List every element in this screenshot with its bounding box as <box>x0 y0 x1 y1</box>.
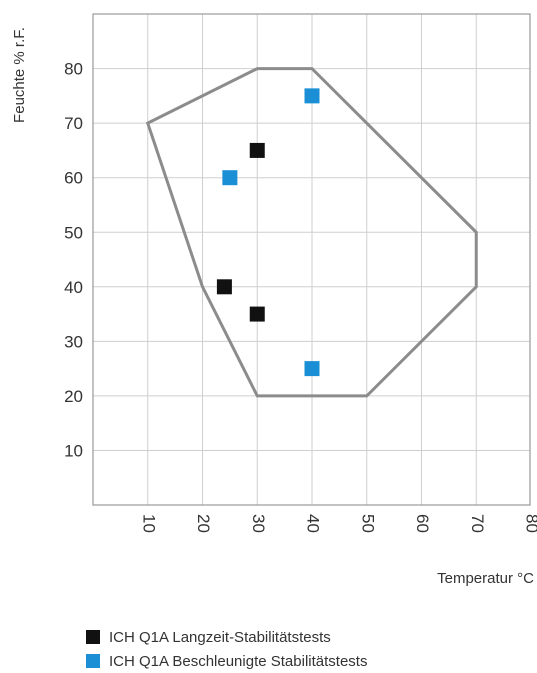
marker-beschleunigt <box>304 88 320 104</box>
legend: ICH Q1A Langzeit-Stabilitätstests ICH Q1… <box>86 625 367 673</box>
legend-label-beschleunigt: ICH Q1A Beschleunigte Stabilitätstests <box>109 652 368 670</box>
x-tick-label: 80 <box>523 514 537 533</box>
x-tick-label: 20 <box>194 514 213 533</box>
marker-langzeit <box>249 306 265 322</box>
y-tick-label: 20 <box>64 387 83 406</box>
legend-swatch-beschleunigt <box>86 654 100 668</box>
y-tick-label: 10 <box>64 441 83 460</box>
y-tick-label: 30 <box>64 332 83 351</box>
marker-beschleunigt <box>222 170 238 186</box>
marker-langzeit <box>216 279 232 295</box>
x-axis-label: Temperatur °C <box>437 570 534 587</box>
legend-label-langzeit: ICH Q1A Langzeit-Stabilitätstests <box>109 628 331 646</box>
legend-swatch-langzeit <box>86 630 100 644</box>
y-tick-label: 40 <box>64 278 83 297</box>
y-axis-label: Feuchte % r.F. <box>11 27 28 123</box>
chart: 10 20 30 40 50 60 70 80 10 20 30 40 50 60 70 80 Feuchte … <box>11 13 537 587</box>
legend-item-langzeit: ICH Q1A Langzeit-Stabilitätstests <box>86 625 367 649</box>
x-tick-label: 40 <box>304 514 323 533</box>
x-tick-label: 60 <box>413 514 432 533</box>
plot-frame <box>92 13 531 506</box>
x-tick-label: 30 <box>249 514 268 533</box>
chart-svg: 10 20 30 40 50 60 70 80 10 20 30 40 50 60 70 80 Feuchte … <box>11 13 537 587</box>
x-tick-label: 70 <box>468 514 487 533</box>
marker-beschleunigt <box>304 361 320 377</box>
x-tick-label: 50 <box>358 514 377 533</box>
x-tick-label: 10 <box>139 514 158 533</box>
y-tick-label: 60 <box>64 169 83 188</box>
y-tick-label: 70 <box>64 114 83 133</box>
y-tick-label: 50 <box>64 223 83 242</box>
legend-item-beschleunigt: ICH Q1A Beschleunigte Stabilitätstests <box>86 649 367 673</box>
marker-langzeit <box>249 142 265 158</box>
y-tick-label: 80 <box>64 60 83 79</box>
region-polygon <box>145 67 478 398</box>
